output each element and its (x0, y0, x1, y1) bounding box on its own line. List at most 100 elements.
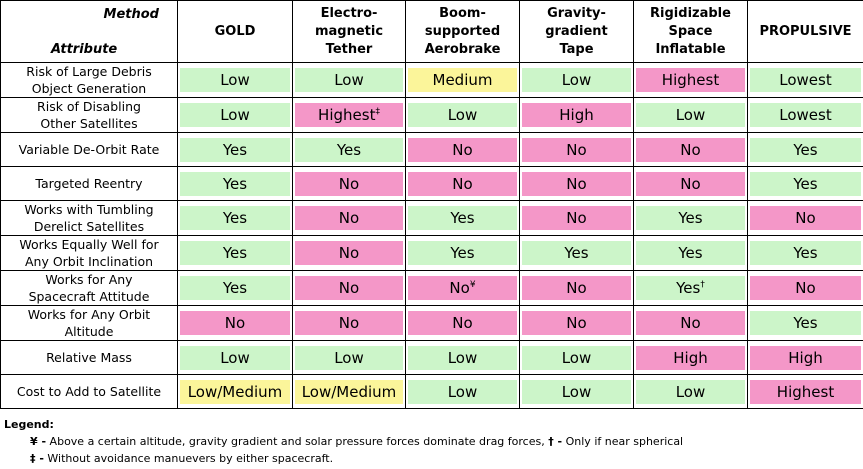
attribute-cell: Works Equally Well for Any Orbit Inclinat… (0, 235, 178, 271)
table-row: Risk of Disabling Other Satellites Low High… (0, 97, 863, 133)
column-header-line: gradient (545, 23, 608, 39)
column-header-line: PROPULSIVE (759, 23, 852, 39)
value-cell: Low (405, 340, 520, 375)
value-highlight: Yes (180, 241, 290, 265)
value-text: Low (561, 71, 592, 89)
legend-dagger-text: Only if near spherical (562, 435, 684, 448)
value-highlight: Yes (180, 206, 290, 230)
value-cell: Yes (405, 235, 520, 271)
value-highlight: Low (180, 345, 290, 370)
column-header-line: Aerobrake (424, 41, 501, 57)
value-text: Yes (676, 279, 701, 297)
value-highlight: Yes (180, 171, 290, 196)
value-text: Medium (432, 71, 493, 89)
value-text: Yes (793, 174, 818, 193)
value-text: Low (334, 71, 364, 89)
value-highlight: No (522, 206, 631, 230)
column-header: PROPULSIVE (747, 0, 863, 63)
value-cell: No (747, 270, 863, 306)
column-header-line: Gravity- (547, 5, 606, 21)
column-header: GOLD (177, 0, 293, 63)
corner-header-cell: Method Attribute (0, 0, 178, 63)
value-cell: No (519, 270, 634, 306)
value-cell: Highest‡ (292, 97, 406, 133)
value-cell: Low/Medium (292, 374, 406, 409)
value-text: Low (675, 106, 706, 124)
value-cell: No (519, 132, 634, 167)
value-text: No (338, 314, 360, 332)
attribute-cell: Relative Mass (0, 340, 178, 375)
value-highlight: Medium (408, 68, 517, 92)
attribute-label-line: Risk of Disabling (37, 99, 141, 114)
value-text: No (338, 174, 360, 193)
value-text: No (566, 174, 587, 193)
value-cell: Low (519, 374, 634, 409)
value-text: Yes (793, 244, 818, 262)
column-header: Rigidizable Space Inflatable (633, 0, 748, 63)
value-cell: Yes (747, 305, 863, 341)
value-highlight: High (522, 103, 631, 127)
legend-line-2: ‡ - Without avoidance manuevers by eithe… (4, 450, 683, 467)
value-cell: Low (177, 340, 293, 375)
table-row: Works with Tumbling Derelict Satellites Ye… (0, 200, 863, 236)
value-text: Yes (450, 209, 475, 227)
value-text: No (680, 314, 701, 332)
value-text: Low (220, 348, 250, 367)
value-text: Highest (776, 382, 835, 401)
attribute-label-line: Works with Tumbling (24, 202, 154, 217)
table-row: Targeted Reentry Yes No No No No Yes (0, 166, 863, 201)
value-highlight: No (522, 137, 631, 162)
comparison-table: Method Attribute GOLD Electro-magnetic Tet… (0, 0, 863, 409)
value-highlight: Yes (636, 241, 745, 265)
value-cell: Yes (177, 132, 293, 167)
attribute-label: Attribute (51, 42, 118, 57)
value-text: No (795, 279, 816, 297)
value-text: No (566, 279, 587, 297)
value-highlight: Yes (750, 311, 861, 335)
value-text: Low/Medium (187, 382, 283, 401)
value-cell: Highest (633, 62, 748, 98)
value-cell: Low (292, 340, 406, 375)
attribute-cell: Cost to Add to Satellite (0, 374, 178, 409)
value-text: No (680, 140, 701, 159)
value-text: No (449, 279, 470, 297)
attribute-cell: Risk of Disabling Other Satellites (0, 97, 178, 133)
legend-title: Legend: (4, 418, 54, 431)
value-text: Yes (450, 244, 475, 262)
value-highlight: No (750, 206, 861, 230)
value-cell: No (405, 166, 520, 201)
value-highlight: Low (180, 103, 290, 127)
attribute-label-line: Any Orbit Inclination (24, 254, 154, 269)
footnote-marker: ‡ (375, 107, 380, 117)
value-cell: Low (405, 374, 520, 409)
value-cell: Yes (633, 200, 748, 236)
value-cell: No (177, 305, 293, 341)
value-highlight: Yes (180, 137, 290, 162)
value-highlight: Yes (750, 241, 861, 265)
value-highlight: Yes (750, 137, 861, 162)
value-highlight: Yes (750, 171, 861, 196)
column-header-line: Electro- (320, 5, 378, 21)
value-cell: Low (292, 62, 406, 98)
attribute-label-line: Works for Any (45, 272, 133, 287)
value-text: Lowest (779, 71, 832, 89)
value-cell: No (633, 132, 748, 167)
attribute-label-line: Altitude (64, 324, 114, 339)
value-text: Low (220, 106, 250, 124)
value-cell: No (292, 305, 406, 341)
value-cell: Low (519, 340, 634, 375)
value-cell: Yes (747, 166, 863, 201)
value-cell: Lowest (747, 62, 863, 98)
value-highlight: No (408, 311, 517, 335)
value-cell: Yes (633, 235, 748, 271)
value-text: No (338, 244, 360, 262)
value-highlight: Highest (750, 379, 861, 404)
value-highlight: Low (636, 103, 745, 127)
legend-yen-text: Above a certain altitude, gravity gradie… (46, 435, 549, 448)
value-highlight: Low (522, 68, 631, 92)
value-cell: No (747, 200, 863, 236)
value-cell: Low (633, 97, 748, 133)
value-highlight: No (522, 276, 631, 300)
footnote-marker: ¥ (469, 280, 476, 290)
value-cell: No (519, 305, 634, 341)
